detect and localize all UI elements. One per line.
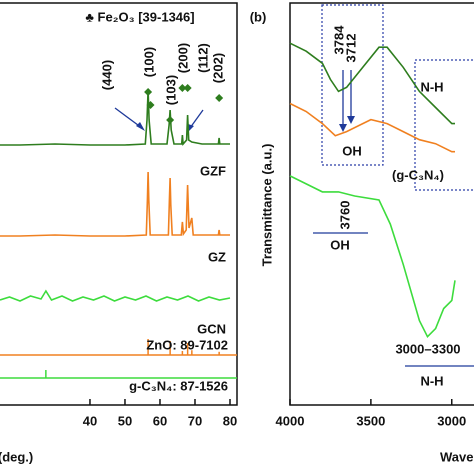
annotation: N-H bbox=[420, 373, 443, 388]
series-line bbox=[289, 175, 456, 339]
peak-label: (103) bbox=[163, 75, 178, 105]
arrowhead bbox=[339, 124, 347, 132]
series-label: GCN bbox=[197, 321, 226, 336]
peak-marker bbox=[215, 94, 224, 102]
x-tick-label: 70 bbox=[188, 413, 202, 428]
peak-marker bbox=[178, 84, 187, 92]
peak-label: (202) bbox=[210, 53, 225, 83]
x-tick-label: 50 bbox=[118, 413, 132, 428]
x-tick-label: 80 bbox=[223, 413, 237, 428]
right-frame bbox=[289, 2, 474, 406]
arrow bbox=[189, 109, 204, 129]
peak-marker bbox=[183, 84, 192, 92]
reference-label: ZnO: 89-7102 bbox=[146, 337, 228, 352]
x-axis-label: 2θ (deg.) bbox=[0, 449, 33, 464]
series-label: GZF bbox=[200, 163, 226, 178]
x-tick-label: 4000 bbox=[276, 413, 305, 428]
arrowheads bbox=[136, 116, 355, 132]
peak-label: (112) bbox=[195, 43, 210, 73]
peak-label: (200) bbox=[175, 43, 190, 73]
series-line bbox=[0, 289, 231, 302]
series-line bbox=[289, 102, 455, 153]
annotation: 3760 bbox=[337, 201, 352, 230]
series-line bbox=[289, 42, 455, 125]
arrowhead bbox=[136, 122, 145, 131]
annotation: N-H bbox=[420, 79, 443, 94]
peak-label: (100) bbox=[141, 47, 156, 77]
x-tick-label: 40 bbox=[83, 413, 97, 428]
series-line bbox=[0, 171, 230, 237]
peak-marker bbox=[166, 116, 175, 124]
left-frame bbox=[0, 2, 238, 406]
y-axis-label: Transmittance (a.u.) bbox=[259, 144, 274, 267]
x-tick-label: 3000 bbox=[437, 413, 466, 428]
arrowhead bbox=[188, 124, 194, 132]
reference-label: g-C₃N₄: 87-1526 bbox=[129, 378, 228, 393]
x-tick-label: 3500 bbox=[356, 413, 385, 428]
annotation: OH bbox=[330, 237, 350, 252]
peak-marker bbox=[144, 88, 153, 96]
arrowhead bbox=[347, 116, 355, 124]
peak-marker bbox=[146, 101, 155, 109]
oh-box bbox=[321, 4, 384, 166]
panel-label: (b) bbox=[250, 9, 267, 24]
annotation: 3784 bbox=[331, 25, 346, 55]
peak-label: (440) bbox=[99, 60, 114, 90]
series-line bbox=[0, 89, 230, 146]
annotation: 3000–3300 bbox=[395, 341, 460, 356]
x-tick-label: 60 bbox=[153, 413, 167, 428]
region-boxes bbox=[321, 4, 474, 191]
annotation: OH bbox=[342, 143, 362, 158]
arrows bbox=[114, 70, 474, 367]
annotation: 3712 bbox=[343, 34, 358, 63]
chart-title: ♣ Fe₂O₃ [39-1346] bbox=[85, 9, 194, 24]
annotation: (g-C₃N₄) bbox=[392, 167, 444, 182]
x-axis-label: Wavenumber (cm⁻¹) bbox=[440, 449, 474, 464]
series-label: GZ bbox=[208, 249, 226, 264]
